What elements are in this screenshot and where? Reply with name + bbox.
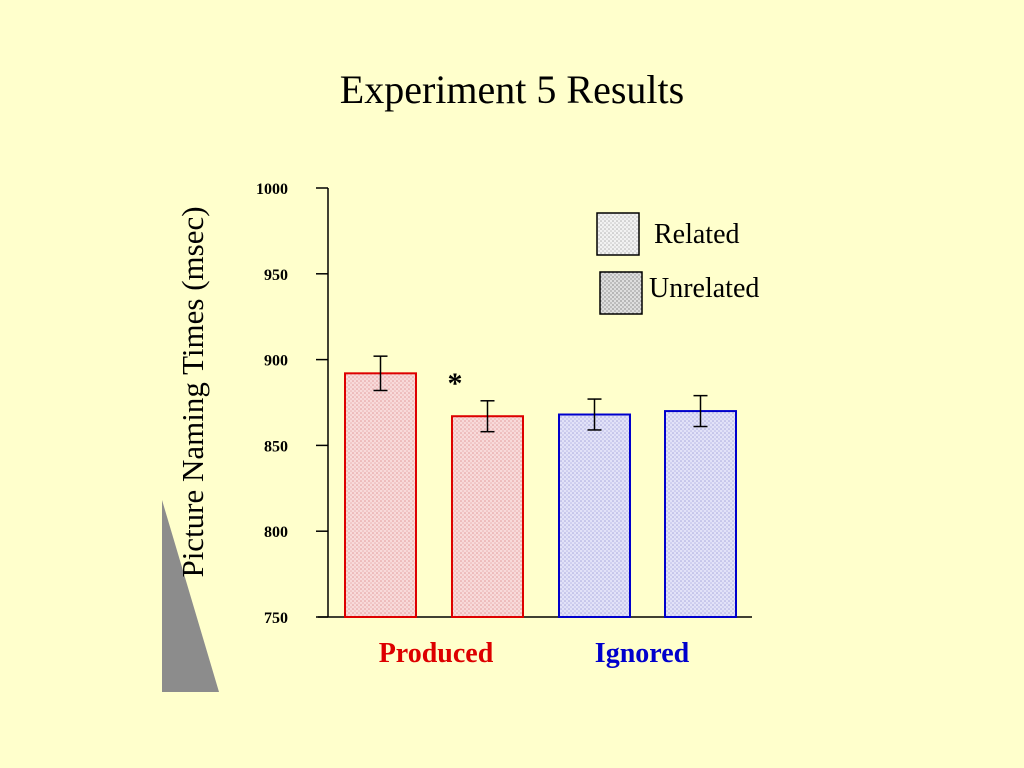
significance-star: *: [448, 367, 463, 400]
bar-produced-related: [344, 372, 417, 618]
bar-ignored-related: [558, 413, 631, 618]
y-tick-label-900: 900: [264, 353, 288, 370]
y-tick-label-1000: 1000: [256, 181, 288, 198]
bar-ignored-unrelated: [664, 410, 737, 618]
legend-swatch-related: [596, 212, 640, 256]
legend-swatch-unrelated: [599, 271, 643, 315]
y-tick-label-800: 800: [264, 524, 288, 541]
error-bar-ignored-related: [587, 398, 602, 431]
error-bar-produced-related: [373, 355, 388, 392]
bar-produced-unrelated: [451, 415, 524, 618]
error-bar-ignored-unrelated: [693, 394, 708, 428]
y-axis-title: Picture Naming Times (msec): [175, 206, 210, 577]
legend-label-unrelated: Unrelated: [649, 273, 759, 304]
group-label-ignored: Ignored: [595, 638, 690, 669]
legend: Related Unrelated: [596, 212, 759, 315]
y-tick-label-750: 750: [264, 610, 288, 627]
decorative-triangle: [162, 500, 219, 692]
legend-label-related: Related: [654, 219, 740, 250]
group-label-produced: Produced: [379, 638, 494, 669]
y-tick-label-850: 850: [264, 438, 288, 455]
slide-title: Experiment 5 Results: [339, 67, 685, 112]
y-tick-label-950: 950: [264, 267, 288, 284]
error-bar-produced-unrelated: [480, 400, 495, 433]
